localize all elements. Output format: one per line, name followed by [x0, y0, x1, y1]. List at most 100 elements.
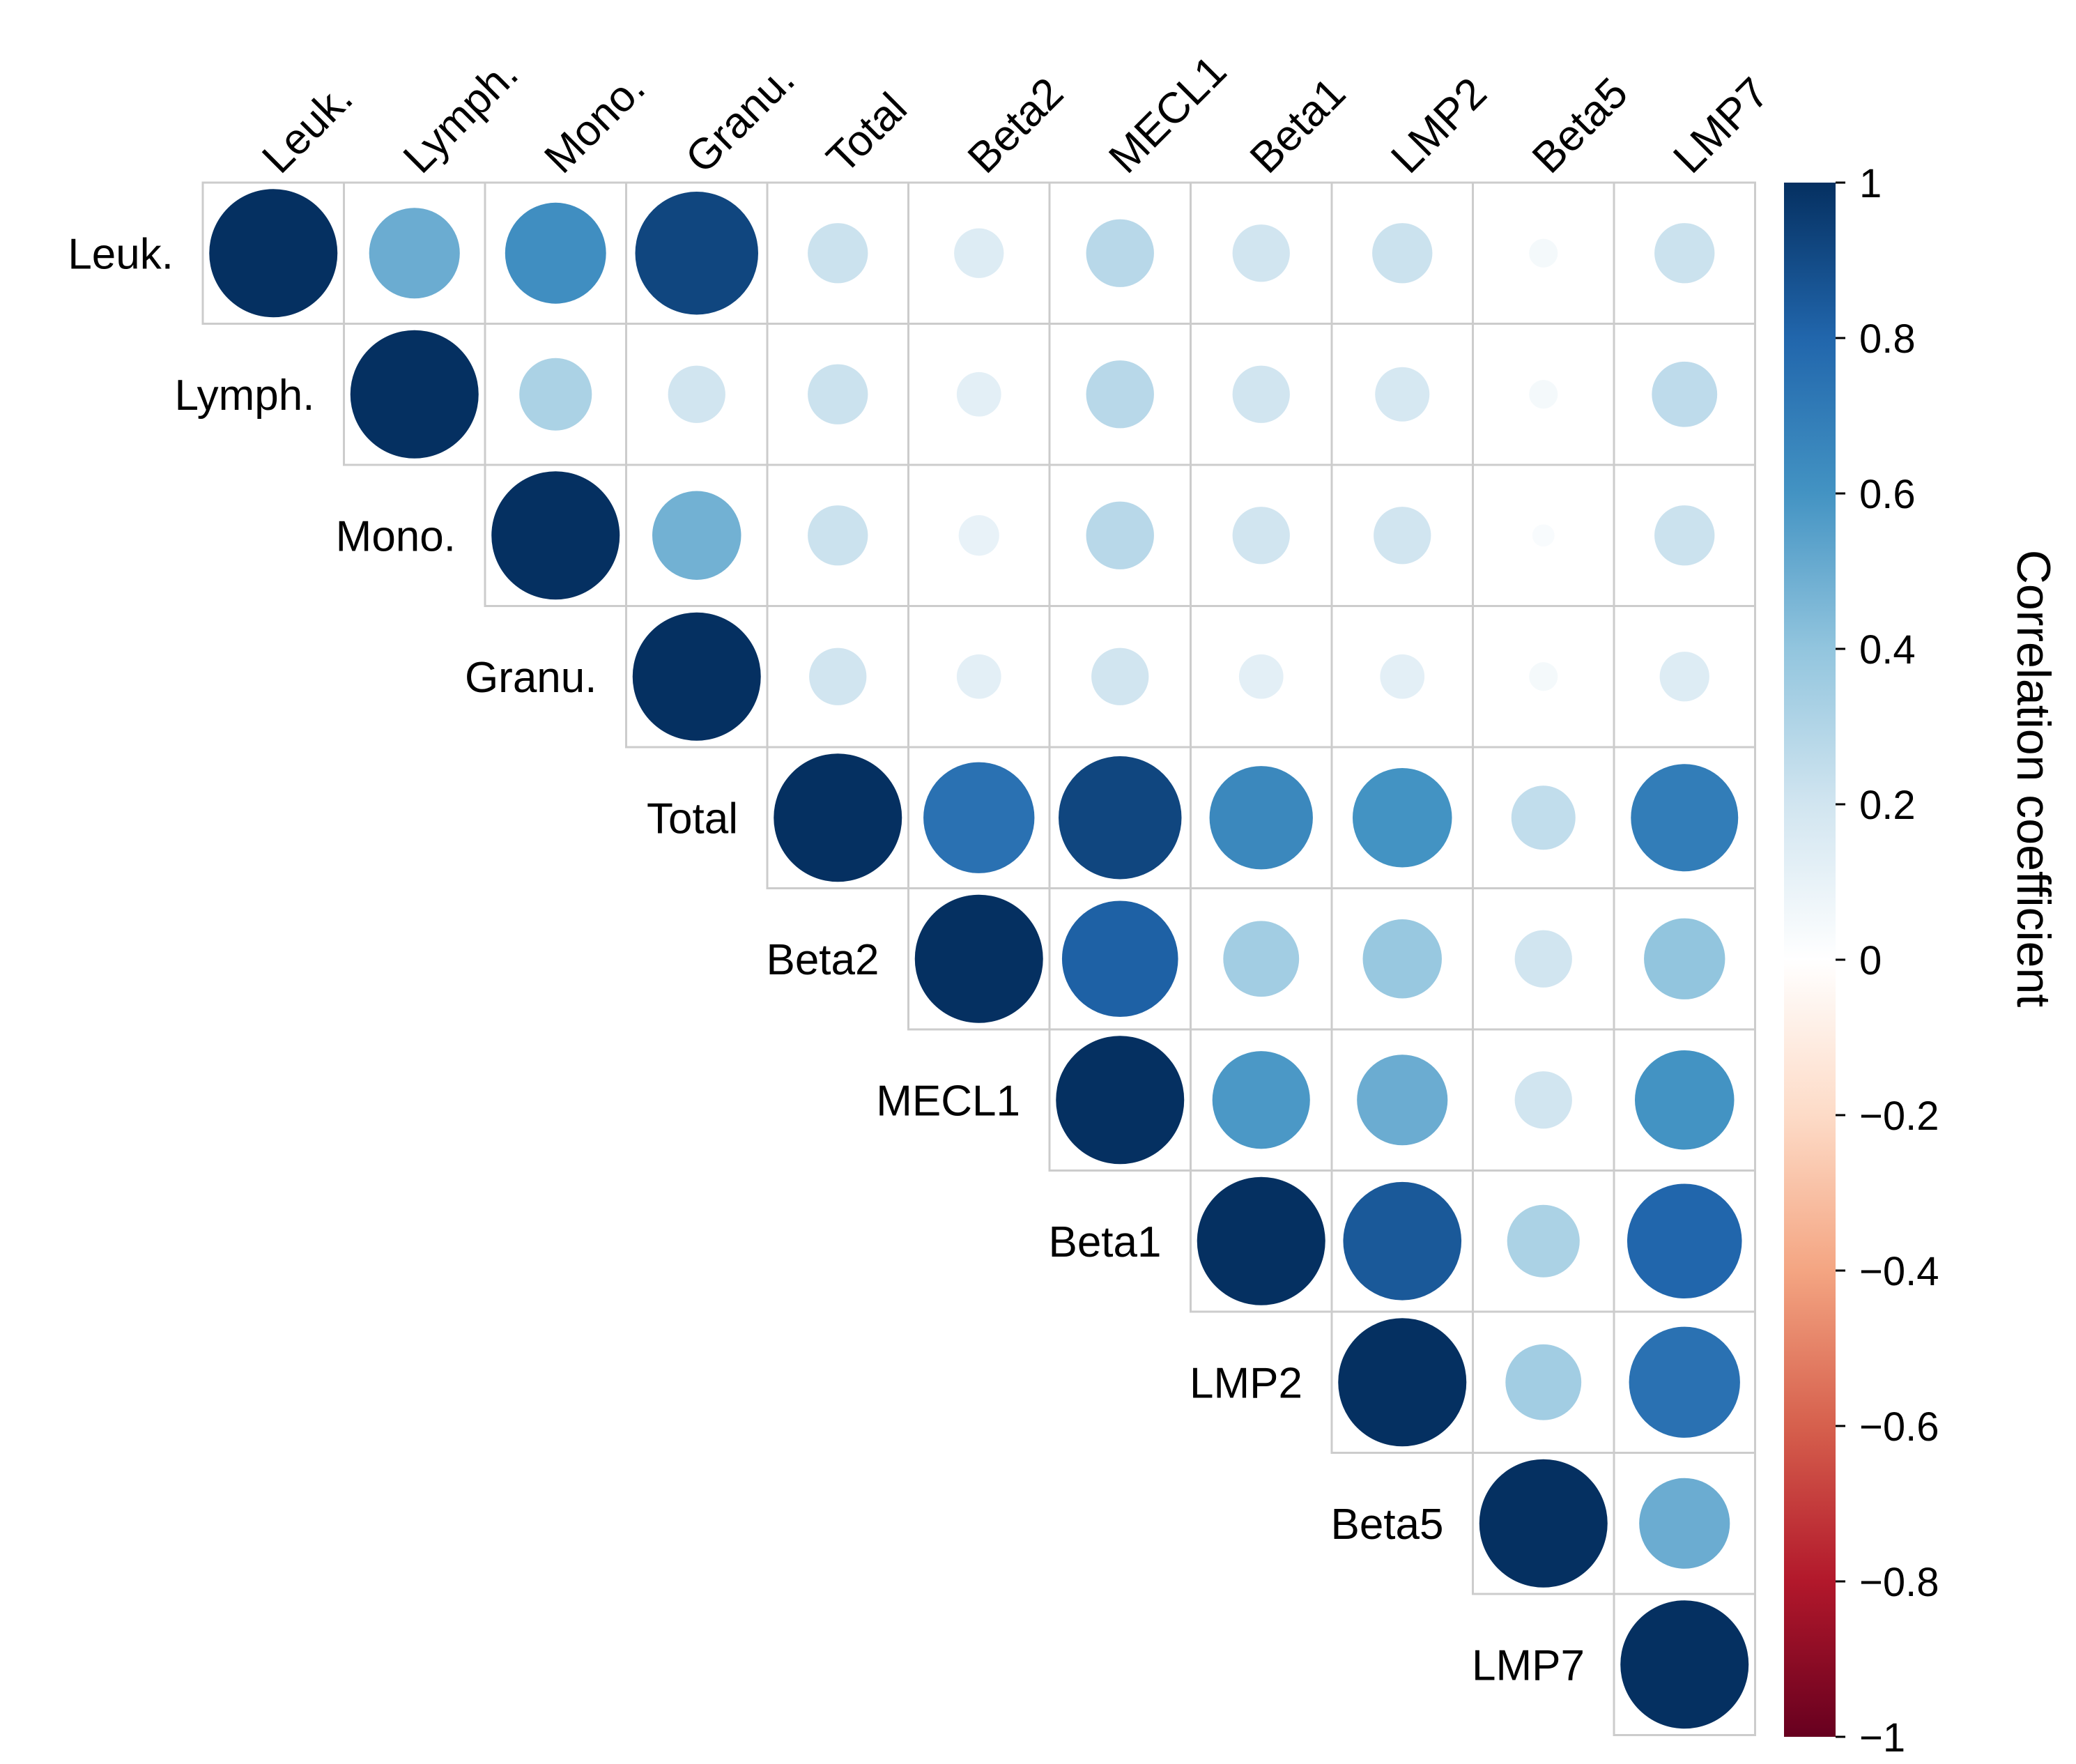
correlation-circle — [1514, 1071, 1572, 1129]
correlation-circle — [1620, 1600, 1749, 1729]
correlation-circle — [1343, 1181, 1462, 1301]
column-label: LMP2 — [1382, 69, 1496, 183]
correlation-circle — [809, 647, 867, 705]
correlation-circle — [635, 192, 758, 315]
column-label: Beta1 — [1241, 69, 1355, 183]
correlation-circle — [491, 471, 620, 600]
row-label: Total — [647, 795, 738, 843]
correlation-circle — [1634, 1050, 1735, 1150]
column-label: Total — [817, 84, 916, 183]
correlation-circle — [808, 223, 868, 284]
correlation-circle — [668, 365, 725, 423]
correlation-circle — [1505, 1344, 1582, 1420]
row-label: LMP7 — [1472, 1641, 1585, 1689]
colorbar-tick-label: 0.2 — [1859, 783, 1916, 828]
correlation-circle — [1086, 501, 1154, 569]
correlation-circle — [956, 654, 1001, 699]
correlation-circle — [956, 371, 1001, 417]
correlation-circle — [1639, 1478, 1730, 1569]
colorbar-tick-label: −0.4 — [1859, 1249, 1939, 1294]
correlation-circle — [652, 491, 741, 580]
correlation-circle — [1644, 918, 1725, 999]
correlation-circle — [350, 330, 479, 459]
correlation-circle — [209, 189, 338, 318]
correlation-circle — [1212, 1051, 1310, 1149]
correlation-circle — [1529, 238, 1558, 268]
colorbar-tick-label: 0.8 — [1859, 316, 1916, 362]
correlation-circle — [1232, 224, 1290, 282]
correlation-circle — [632, 612, 761, 741]
colorbar-ticks: 1 0.8 0.6 0.4 0.2 0 −0.2 −0.4 −0.6 −0.8 −1 — [1836, 161, 1939, 1761]
column-label: MECL1 — [1100, 47, 1236, 183]
correlation-circle — [1372, 223, 1433, 284]
row-label: Beta1 — [1048, 1218, 1161, 1266]
row-label: LMP2 — [1190, 1359, 1302, 1407]
correlation-circle — [1654, 223, 1715, 284]
correlation-circle — [1479, 1459, 1608, 1588]
correlation-circle — [1375, 367, 1430, 422]
correlation-circle — [1352, 767, 1452, 868]
correlation-circle — [1091, 647, 1149, 705]
correlation-circle — [958, 515, 999, 556]
colorbar-tick-label: 0.6 — [1859, 472, 1916, 517]
correlation-circle — [808, 505, 868, 566]
row-label: Beta5 — [1330, 1501, 1443, 1549]
correlation-circle — [1223, 921, 1300, 997]
column-labels: Leuk. Lymph. Mono. Granu. Total Beta2 MECL1 Bet… — [253, 47, 1778, 183]
colorbar-tick-label: −0.6 — [1859, 1404, 1939, 1450]
correlation-circle — [1652, 361, 1718, 427]
correlation-circle — [1338, 1318, 1467, 1447]
correlation-circle — [954, 228, 1004, 278]
row-label: Lymph. — [174, 371, 314, 420]
correlation-circle — [1061, 900, 1178, 1018]
row-label: MECL1 — [876, 1077, 1020, 1125]
column-label: Beta2 — [959, 69, 1072, 183]
correlation-circle — [519, 358, 592, 431]
correlation-circle — [1529, 662, 1558, 691]
correlation-circle — [774, 753, 902, 882]
correlation-circle — [1659, 652, 1709, 702]
correlation-circle — [1629, 1326, 1740, 1438]
column-label: Granu. — [677, 55, 804, 183]
correlation-circle — [505, 202, 606, 304]
grid-cell — [1613, 1593, 1756, 1736]
correlation-circle — [1232, 365, 1290, 423]
grid — [201, 181, 1756, 1736]
correlation-circle — [1511, 785, 1576, 850]
colorbar-title: Correlation coefficient — [2007, 550, 2060, 1008]
row-label: Beta2 — [766, 936, 879, 984]
colorbar-tick-label: 0.4 — [1859, 627, 1916, 673]
row-label: Mono. — [336, 512, 456, 560]
correlation-circle — [1086, 219, 1154, 287]
row-label: Granu. — [465, 654, 597, 702]
correlation-circle — [808, 364, 868, 424]
correlation-circle — [914, 894, 1043, 1023]
correlation-circles — [209, 189, 1749, 1729]
correlation-circle — [1532, 524, 1555, 547]
correlation-circle — [1631, 764, 1739, 872]
colorbar-gradient — [1784, 183, 1836, 1737]
colorbar-tick-label: 1 — [1859, 161, 1882, 206]
correlation-circle — [1357, 1054, 1448, 1146]
correlation-circle — [369, 208, 460, 299]
correlation-circle — [1507, 1204, 1580, 1278]
correlation-circle — [1238, 654, 1284, 699]
colorbar — [1784, 183, 1836, 1737]
correlation-circle — [1059, 756, 1182, 880]
column-label: LMP7 — [1664, 69, 1778, 183]
correlation-circle — [1362, 919, 1442, 999]
correlation-circle — [1380, 654, 1425, 699]
correlation-circle — [1529, 380, 1558, 409]
correlation-circle — [1197, 1176, 1325, 1305]
correlation-circle — [1086, 360, 1154, 429]
row-label: Leuk. — [68, 230, 174, 278]
correlation-circle — [1514, 930, 1572, 988]
column-label: Beta5 — [1523, 69, 1637, 183]
correlation-circle — [923, 762, 1035, 873]
correlation-circle — [1209, 766, 1313, 870]
correlation-circle — [1654, 505, 1715, 566]
correlation-circle — [1232, 507, 1290, 565]
colorbar-tick-label: −1 — [1859, 1715, 1905, 1761]
row-labels: Leuk. Lymph. Mono. Granu. Total Beta2 MECL1 Bet… — [68, 230, 1585, 1689]
